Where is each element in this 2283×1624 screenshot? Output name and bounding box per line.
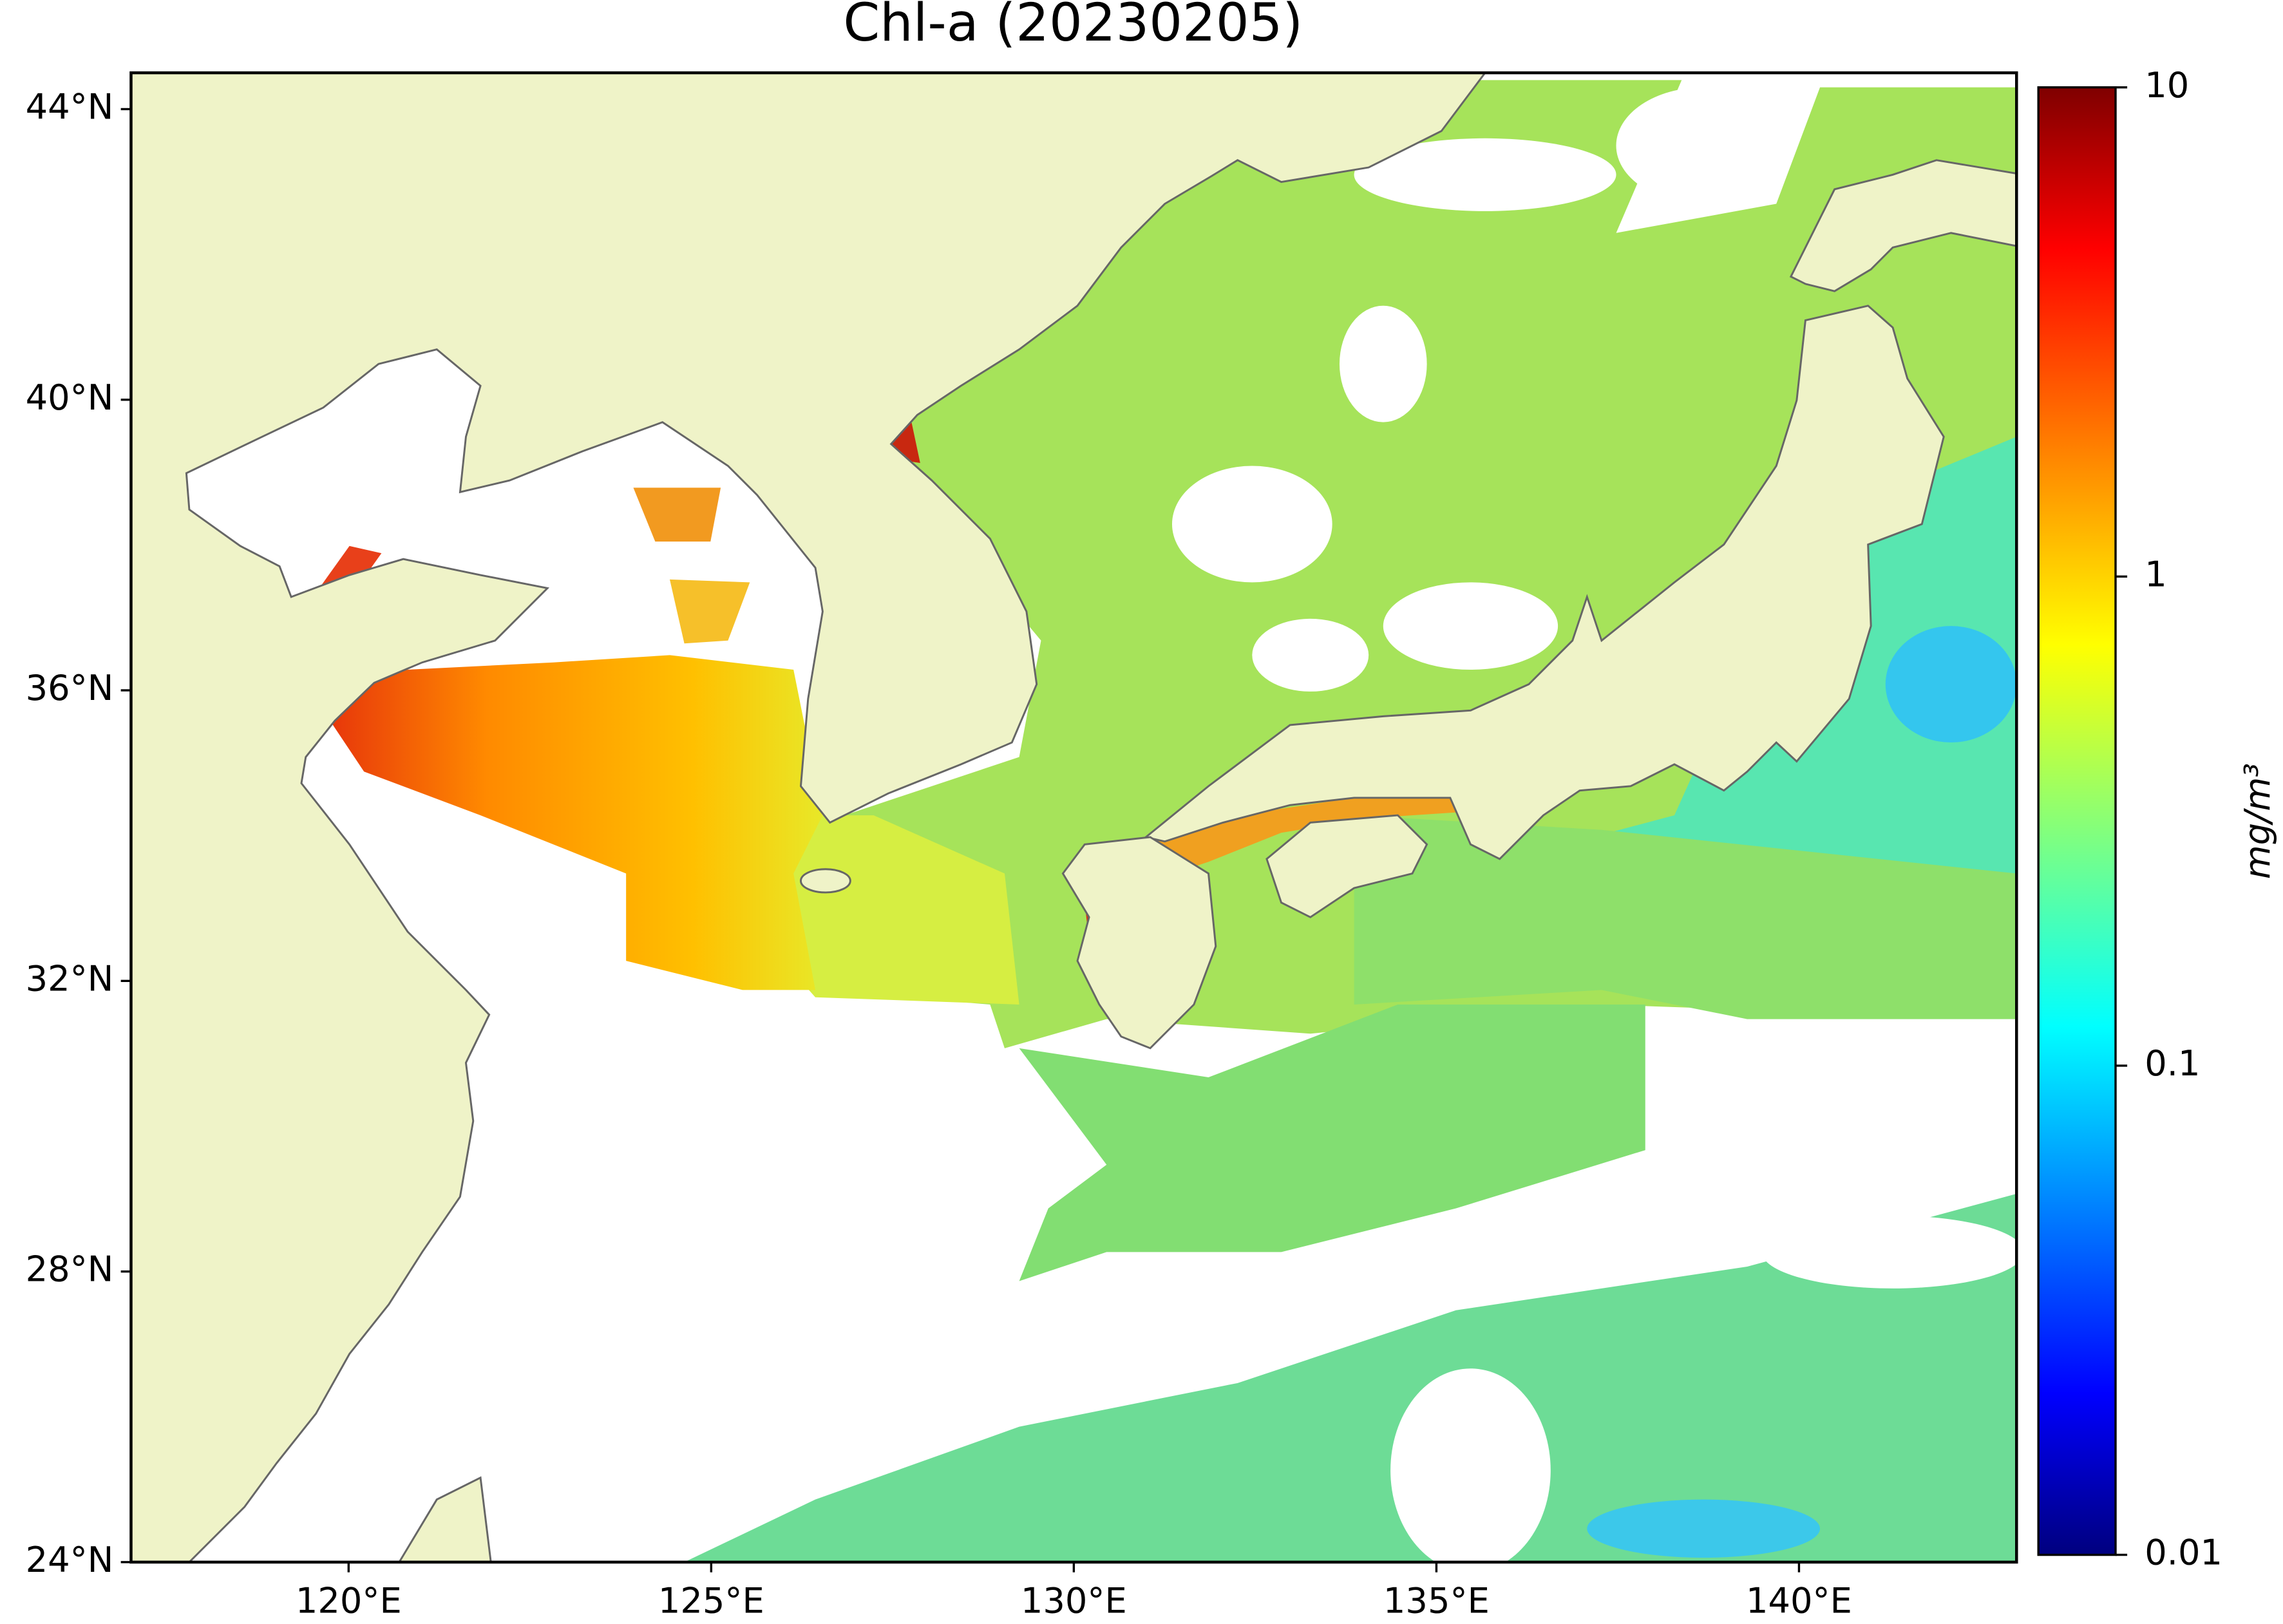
bohai-patch <box>633 487 721 542</box>
honshu <box>1144 305 1945 860</box>
x-tick-label: 125°E <box>658 1580 764 1621</box>
shikoku <box>1265 814 1428 919</box>
taiwan <box>398 1476 492 1562</box>
bohai-patch <box>669 579 750 644</box>
cloud <box>1383 582 1558 670</box>
y-tick-label: 32°N <box>26 958 114 999</box>
x-tick-label: 135°E <box>1383 1580 1490 1621</box>
colorbar <box>2037 86 2117 1556</box>
transition-field <box>757 815 1019 1005</box>
map <box>131 73 2017 1562</box>
yellow-sea-field <box>305 655 823 990</box>
southern-band <box>1019 1004 1645 1281</box>
cloud <box>1171 466 1332 583</box>
cloud <box>1354 138 1616 211</box>
mainland <box>131 73 1486 1562</box>
southern-band <box>684 1193 2017 1562</box>
x-tick-label: 140°E <box>1746 1580 1852 1621</box>
cloud <box>1339 305 1427 422</box>
hokkaido <box>1789 159 2017 292</box>
cloud <box>1390 1368 1551 1562</box>
jeju <box>799 868 851 894</box>
y-tick-label: 40°N <box>26 377 114 418</box>
cloud <box>1616 87 1791 204</box>
x-tick-label: 120°E <box>296 1580 402 1621</box>
y-tick-label: 28°N <box>26 1249 114 1290</box>
low-patch <box>1587 1499 1821 1558</box>
cloud <box>1761 1215 2017 1289</box>
colorbar-label: mg/m³ <box>2237 763 2278 879</box>
inland-sea-field <box>1150 786 1456 877</box>
colorbar-tick-label: 1 <box>2145 554 2167 594</box>
y-tick-label: 36°N <box>26 668 114 708</box>
pacific-low-patch <box>1885 626 2017 743</box>
x-tick-label: 130°E <box>1021 1580 1127 1621</box>
y-tick-label: 44°N <box>26 87 114 127</box>
colorbar-tick-label: 0.1 <box>2145 1043 2200 1084</box>
colorbar-tick-label: 10 <box>2145 65 2189 106</box>
south-field <box>1354 815 2017 1019</box>
kyushu <box>1061 836 1217 1050</box>
chart-title: Chl-a (20230205) <box>843 0 1303 53</box>
cloud <box>1252 618 1369 692</box>
colorbar-tick-label: 0.01 <box>2145 1533 2222 1573</box>
y-tick-label: 24°N <box>26 1540 114 1580</box>
